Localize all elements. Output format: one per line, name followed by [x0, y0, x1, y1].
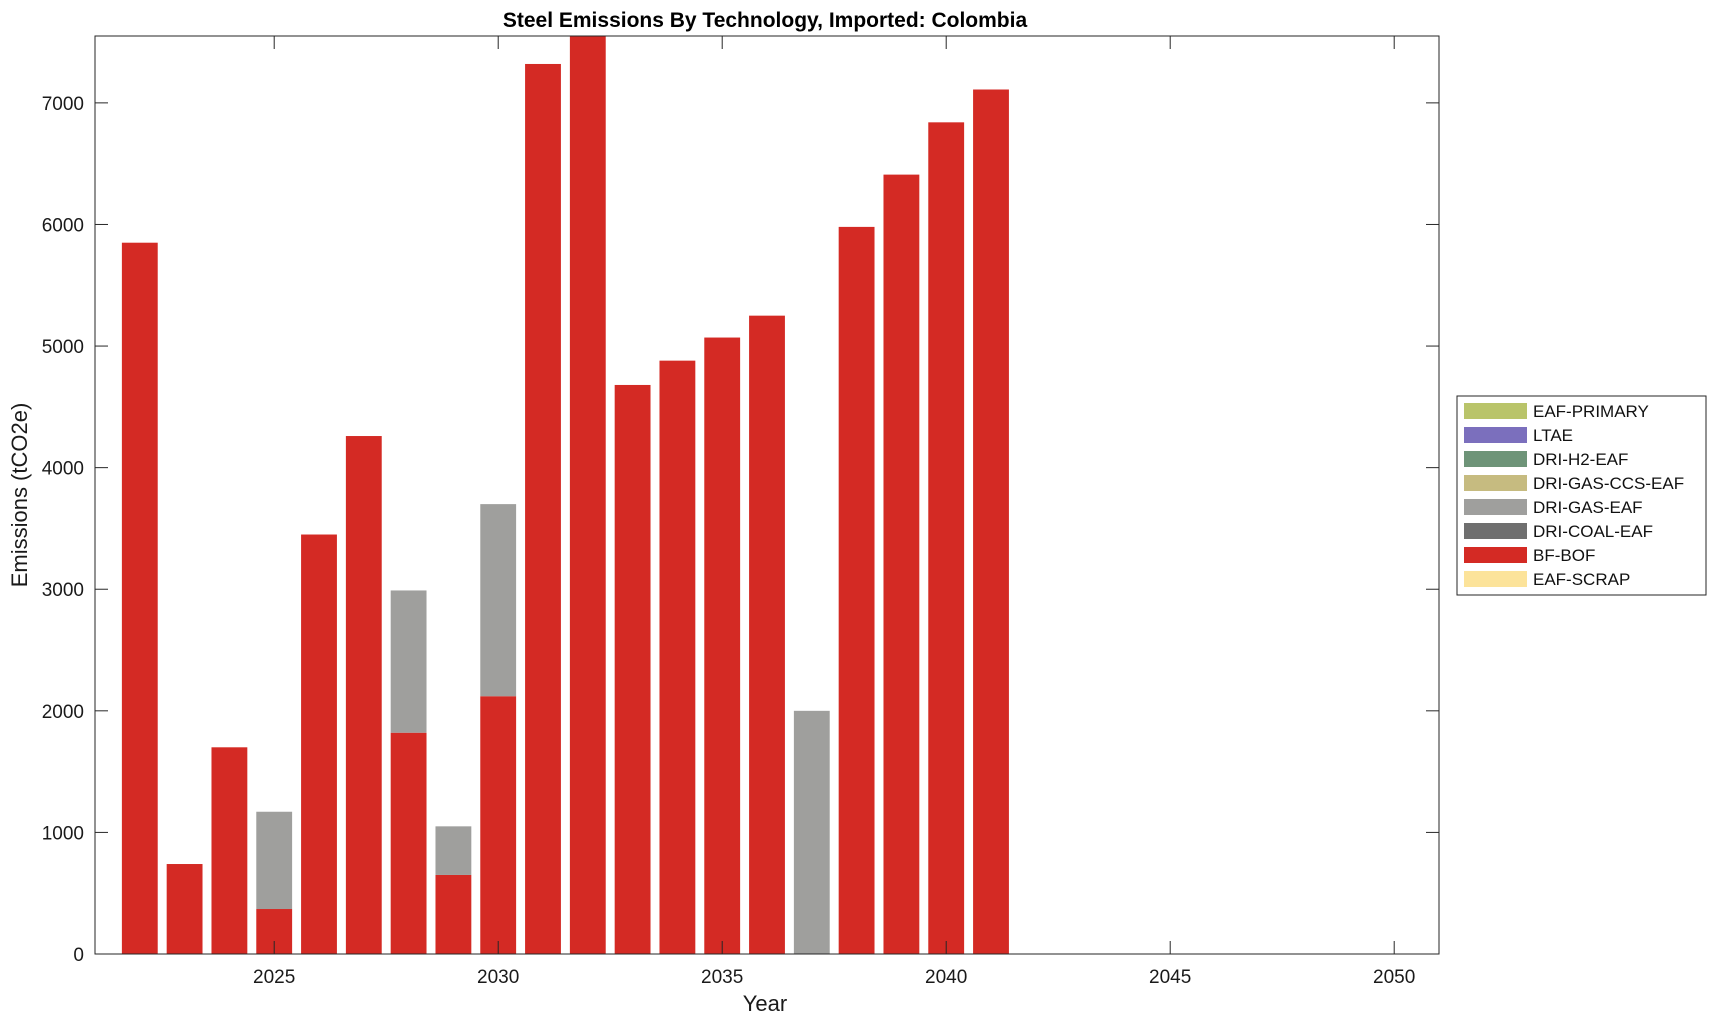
legend: EAF-PRIMARY LTAE DRI-H2-EAF DRI-GAS-CCS-EAF… — [1456, 395, 1707, 596]
chart-title: Steel Emissions By Technology, Imported:… — [503, 9, 1028, 32]
y-tick-label: 5000 — [42, 337, 84, 358]
legend-label: EAF-PRIMARY — [1533, 402, 1649, 421]
legend-swatch — [1464, 499, 1527, 515]
bar-dri-gas-eaf-2028 — [390, 590, 427, 733]
axis-ticks: 2025 2030 2035 2040 2045 2050 0 1000 2000 3000 400… — [42, 36, 1439, 988]
bar-dri-gas-eaf-2025 — [256, 811, 293, 910]
bars-layer — [121, 36, 1009, 955]
x-tick-label: 2040 — [925, 967, 967, 988]
x-tick-label: 2025 — [253, 967, 295, 988]
bar-bf-bof-2039 — [883, 174, 920, 954]
bar-bf-bof-2032 — [569, 36, 606, 954]
bar-bf-bof-2041 — [973, 89, 1009, 955]
y-tick-label: 2000 — [42, 702, 84, 723]
legend-box — [1456, 395, 1707, 596]
legend-swatch — [1464, 403, 1527, 419]
legend-label: DRI-GAS-CCS-EAF — [1533, 474, 1684, 493]
bar-dri-gas-eaf-2037 — [793, 710, 830, 954]
bar-bf-bof-2034 — [659, 360, 696, 955]
bar-bf-bof-2040 — [928, 122, 965, 954]
legend-label: DRI-COAL-EAF — [1533, 522, 1653, 541]
y-tick-label: 1000 — [42, 823, 84, 844]
legend-swatch — [1464, 547, 1527, 563]
bar-bf-bof-2026 — [301, 534, 337, 954]
y-axis-label: Emissions (tCO2e) — [7, 403, 32, 588]
y-tick-label: 0 — [73, 945, 84, 966]
x-tick-label: 2030 — [477, 967, 519, 988]
bar-bf-bof-2024 — [211, 747, 248, 954]
bar-bf-bof-2038 — [838, 226, 875, 954]
legend-swatch — [1464, 475, 1527, 491]
legend-swatch — [1464, 571, 1527, 587]
bar-bf-bof-2027 — [345, 436, 382, 954]
x-tick-label: 2050 — [1373, 967, 1415, 988]
x-axis-label: Year — [743, 991, 787, 1016]
bar-bf-bof-2035 — [704, 337, 741, 954]
bar-bf-bof-2023 — [166, 864, 203, 954]
x-tick-label: 2035 — [701, 967, 743, 988]
bar-bf-bof-2036 — [749, 315, 785, 954]
bar-bf-bof-2022 — [121, 242, 158, 955]
y-tick-label: 6000 — [42, 215, 84, 236]
bar-bf-bof-2029 — [435, 874, 472, 954]
legend-swatch — [1464, 451, 1527, 467]
y-tick-label: 3000 — [42, 580, 84, 601]
bar-dri-gas-eaf-2029 — [435, 826, 472, 875]
legend-label: EAF-SCRAP — [1533, 570, 1630, 589]
bar-bf-bof-2030 — [480, 696, 517, 954]
plot-frame — [94, 35, 1440, 955]
x-tick-label: 2045 — [1149, 967, 1191, 988]
legend-label: DRI-H2-EAF — [1533, 450, 1628, 469]
legend-label: LTAE — [1533, 426, 1573, 445]
y-tick-label: 7000 — [42, 94, 84, 115]
legend-label: DRI-GAS-EAF — [1533, 498, 1643, 517]
bar-bf-bof-2033 — [614, 384, 651, 955]
bar-dri-gas-eaf-2030 — [480, 504, 517, 697]
legend-label: BF-BOF — [1533, 546, 1595, 565]
legend-swatch — [1464, 523, 1527, 539]
legend-swatch — [1464, 427, 1527, 443]
bar-bf-bof-2031 — [525, 63, 561, 954]
bar-bf-bof-2028 — [390, 732, 427, 954]
y-tick-label: 4000 — [42, 459, 84, 480]
